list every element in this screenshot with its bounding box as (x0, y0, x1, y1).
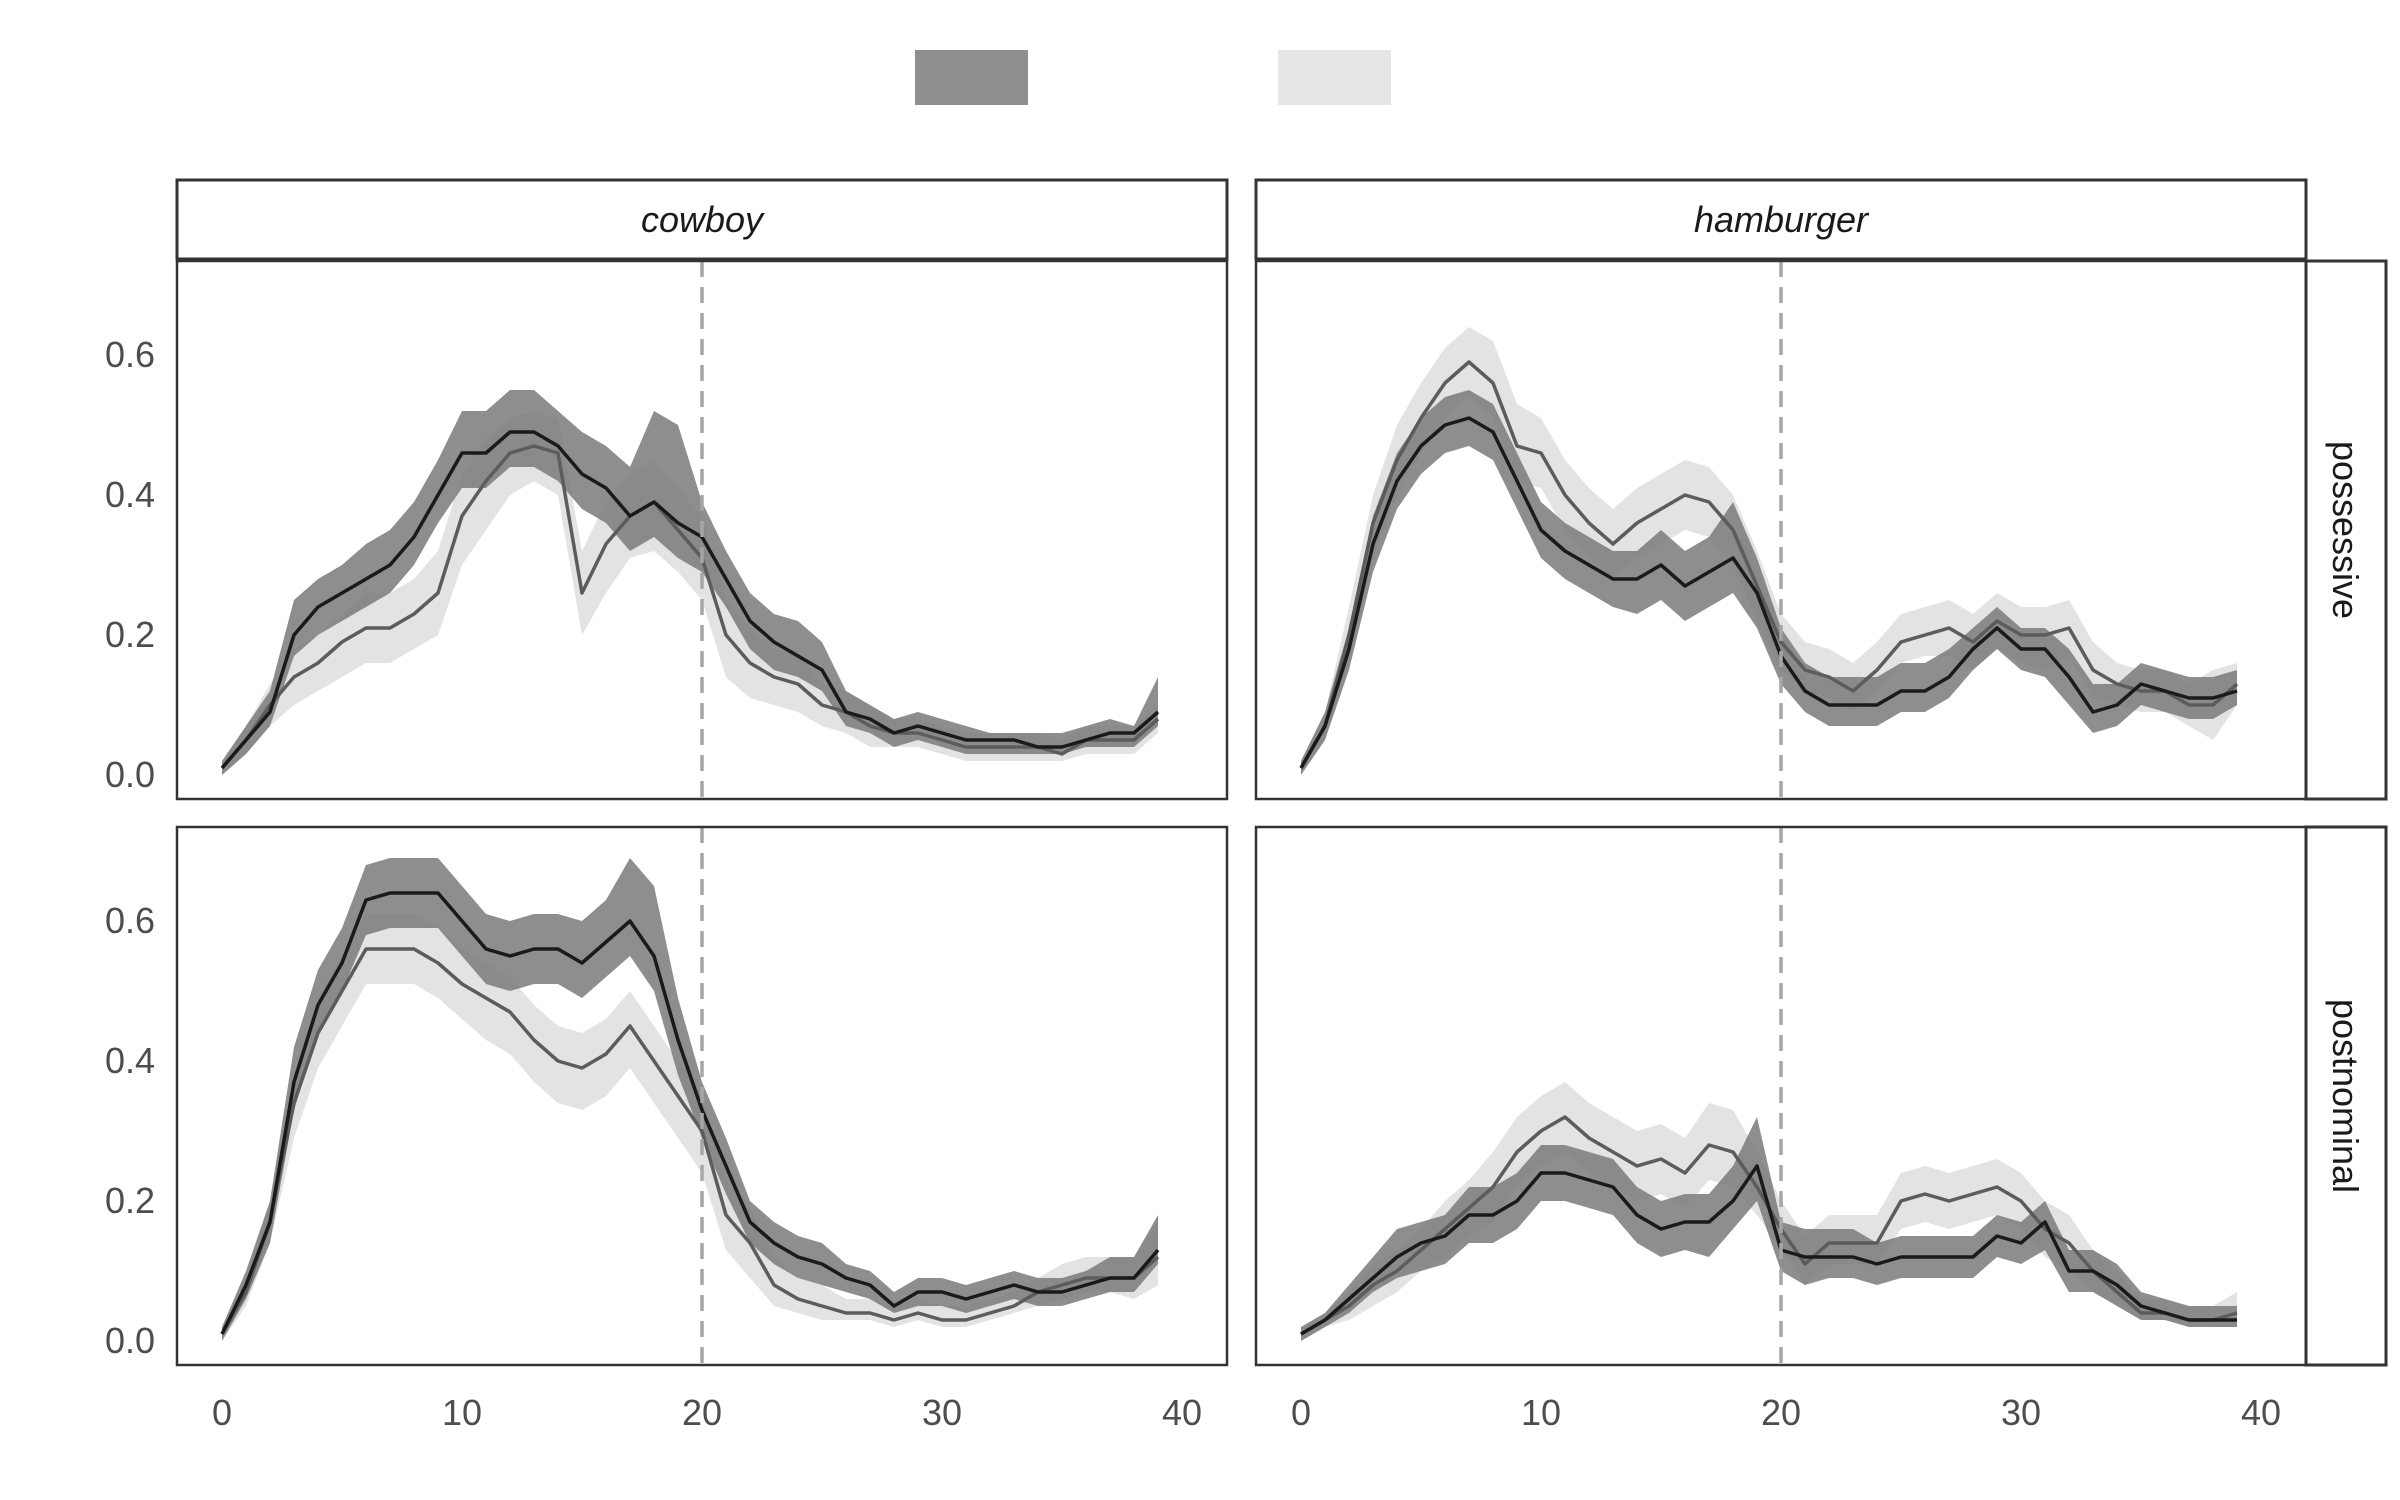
ribbon-light (222, 914, 1158, 1341)
y-tick-label: 0.4 (105, 474, 155, 515)
line-dark (220, 891, 1160, 1335)
x-tick-label: 40 (2241, 1392, 2281, 1433)
x-tick-label: 0 (212, 1392, 232, 1433)
line-dark (1300, 1164, 2237, 1336)
strip-col-hamburger: hamburger (1254, 178, 2308, 261)
y-tick-label: 0.2 (105, 1180, 155, 1221)
x-tick-label: 20 (1761, 1392, 1801, 1433)
y-tick-label: 0.6 (105, 334, 155, 375)
x-tick-label: 10 (442, 1392, 482, 1433)
strip-label-possessive: possessive (2325, 441, 2366, 619)
panel-cowboy-possessive (175, 259, 1229, 801)
strip-row-possessive: possessive (2304, 259, 2388, 801)
line-dark (220, 430, 1160, 770)
panel-frame (1254, 259, 2308, 801)
x-tick-label: 10 (1521, 1392, 1561, 1433)
ribbon-dark (1301, 1117, 2237, 1341)
axes-layer: 0.0 0.2 0.4 0.6 0.0 0.2 0.4 0.6 0 10 20 30 40 0 10 20 30… (105, 334, 2281, 1433)
panel-frame (175, 259, 1229, 801)
x-tick-label: 20 (682, 1392, 722, 1433)
panel-hamburger-possessive (1254, 259, 2308, 801)
ribbon-dark (222, 858, 1158, 1341)
legend (915, 50, 1391, 105)
x-tick-label: 40 (1162, 1392, 1202, 1433)
x-tick-label: 0 (1291, 1392, 1311, 1433)
line-light (220, 444, 1160, 770)
legend-swatch-light (1278, 50, 1391, 105)
strip-label-cowboy: cowboy (641, 199, 765, 240)
ribbon-light (1301, 327, 2237, 775)
y-tick-label: 0.0 (105, 754, 155, 795)
line-light (1299, 360, 2239, 769)
y-tick-label: 0.0 (105, 1320, 155, 1361)
panel-frame (1254, 825, 2308, 1367)
line-light (220, 947, 1160, 1335)
line-dark (1299, 416, 2238, 769)
x-tick-label: 30 (2001, 1392, 2041, 1433)
strip-col-cowboy: cowboy (175, 178, 1229, 261)
strip-row-postnominal: postnominal (2304, 825, 2388, 1367)
panels-layer (175, 259, 2308, 1367)
strip-label-hamburger: hamburger (1694, 199, 1870, 240)
ribbon-light (222, 411, 1158, 775)
panel-hamburger-postnominal (1254, 825, 2308, 1367)
strip-label-postnominal: postnominal (2325, 999, 2366, 1193)
y-tick-label: 0.2 (105, 614, 155, 655)
legend-swatch-dark (915, 50, 1028, 105)
x-tick-label: 30 (922, 1392, 962, 1433)
ribbon-dark (222, 390, 1158, 775)
y-tick-label: 0.6 (105, 900, 155, 941)
y-tick-label: 0.4 (105, 1040, 155, 1081)
panel-cowboy-postnominal (175, 825, 1229, 1367)
panel-frame (175, 825, 1229, 1367)
